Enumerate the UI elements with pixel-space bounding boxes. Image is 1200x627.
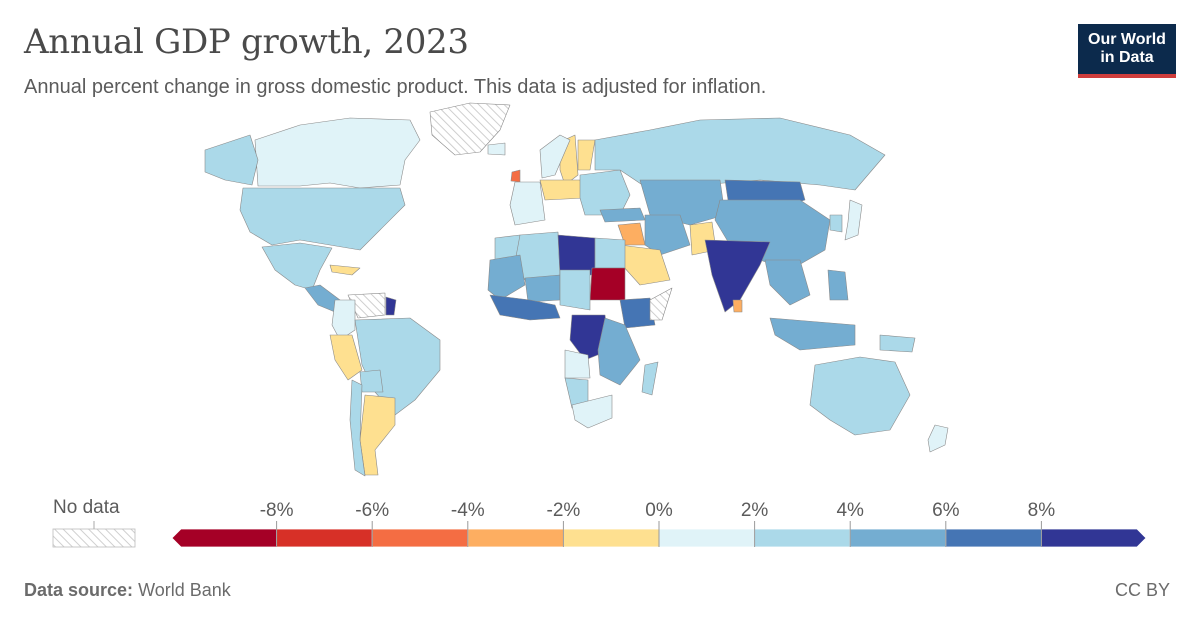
country-iran[interactable]: [644, 214, 691, 256]
legend-bin[interactable]: [371, 528, 469, 548]
country-mali[interactable]: [487, 254, 526, 301]
country-indonesia[interactable]: [769, 317, 856, 351]
legend-no-data-label: No data: [53, 497, 120, 518]
legend-tick-label: -6%: [355, 500, 389, 521]
country-sudan[interactable]: [589, 267, 626, 301]
chart-title: Annual GDP growth, 2023: [24, 22, 469, 62]
data-source: Data source: World Bank: [24, 580, 231, 601]
country-united-states[interactable]: [239, 187, 406, 251]
country-greenland[interactable]: [429, 102, 511, 156]
country-turkey[interactable]: [599, 207, 646, 223]
country-bolivia[interactable]: [359, 369, 384, 393]
country-korea[interactable]: [829, 214, 843, 233]
legend-bin[interactable]: [276, 528, 373, 548]
country-new-zealand[interactable]: [927, 424, 949, 453]
country-finland[interactable]: [577, 139, 596, 171]
data-source-label: Data source:: [24, 580, 134, 600]
country-sri-lanka[interactable]: [732, 299, 743, 313]
country-philippines[interactable]: [827, 269, 849, 301]
country-southeast-asia[interactable]: [764, 259, 811, 306]
legend-tick-label: -8%: [260, 500, 294, 521]
country-central-asia[interactable]: [639, 179, 726, 226]
country-argentina[interactable]: [359, 394, 396, 476]
country-cuba[interactable]: [329, 264, 361, 276]
country-madagascar[interactable]: [641, 361, 659, 396]
data-source-value[interactable]: World Bank: [138, 580, 231, 600]
country-angola[interactable]: [564, 349, 591, 379]
country-ethiopia[interactable]: [619, 297, 656, 329]
country-eastern-europe[interactable]: [579, 169, 631, 216]
legend-tick-label: 0%: [645, 500, 673, 521]
color-legend: -8% -6% -4% -2% 0% 2% 4% 6% 8%: [52, 500, 1147, 548]
country-peru[interactable]: [329, 334, 363, 381]
legend-bin[interactable]: [658, 528, 755, 548]
country-egypt[interactable]: [594, 237, 626, 269]
country-japan[interactable]: [844, 199, 863, 241]
logo-line-1: Our World: [1088, 31, 1166, 48]
country-mexico[interactable]: [261, 242, 333, 291]
legend-bin[interactable]: [754, 528, 851, 548]
country-west-africa[interactable]: [489, 294, 561, 321]
owid-logo[interactable]: Our World in Data: [1078, 24, 1176, 78]
country-guyana[interactable]: [385, 296, 397, 316]
country-norway[interactable]: [539, 134, 571, 179]
legend-tick-label: 2%: [741, 500, 769, 521]
country-chile[interactable]: [349, 379, 366, 477]
country-niger[interactable]: [524, 274, 561, 303]
legend-tick-label: -2%: [547, 500, 581, 521]
country-colombia[interactable]: [331, 299, 356, 341]
legend-tick-label: 6%: [932, 500, 960, 521]
legend-no-data-swatch[interactable]: [52, 528, 136, 548]
legend-bin[interactable]: [467, 528, 564, 548]
country-alaska[interactable]: [204, 134, 259, 186]
legend-bin[interactable]: [849, 528, 947, 548]
legend-bin[interactable]: [171, 528, 277, 548]
country-australia[interactable]: [809, 356, 911, 436]
country-south-africa[interactable]: [571, 394, 613, 429]
legend-bin[interactable]: [1041, 528, 1147, 548]
country-libya[interactable]: [557, 234, 596, 276]
license-link[interactable]: CC BY: [1114, 580, 1170, 600]
legend-bin[interactable]: [945, 528, 1042, 548]
country-western-europe[interactable]: [509, 181, 546, 226]
country-chad[interactable]: [559, 269, 591, 311]
legend-bin[interactable]: [563, 528, 660, 548]
legend-tick-label: 8%: [1028, 500, 1056, 521]
legend-tick-label: -4%: [451, 500, 485, 521]
world-map: [204, 102, 949, 477]
logo-line-2: in Data: [1100, 49, 1154, 66]
country-papua-new-guinea[interactable]: [879, 334, 916, 353]
legend-tick-label: 4%: [836, 500, 864, 521]
country-germany[interactable]: [539, 179, 586, 201]
chart-subtitle: Annual percent change in gross domestic …: [24, 76, 767, 98]
country-ireland[interactable]: [510, 169, 521, 183]
country-east-africa[interactable]: [597, 317, 641, 386]
country-iceland[interactable]: [487, 142, 506, 156]
country-canada[interactable]: [254, 117, 421, 189]
country-somalia[interactable]: [649, 287, 673, 321]
country-russia[interactable]: [594, 117, 886, 191]
